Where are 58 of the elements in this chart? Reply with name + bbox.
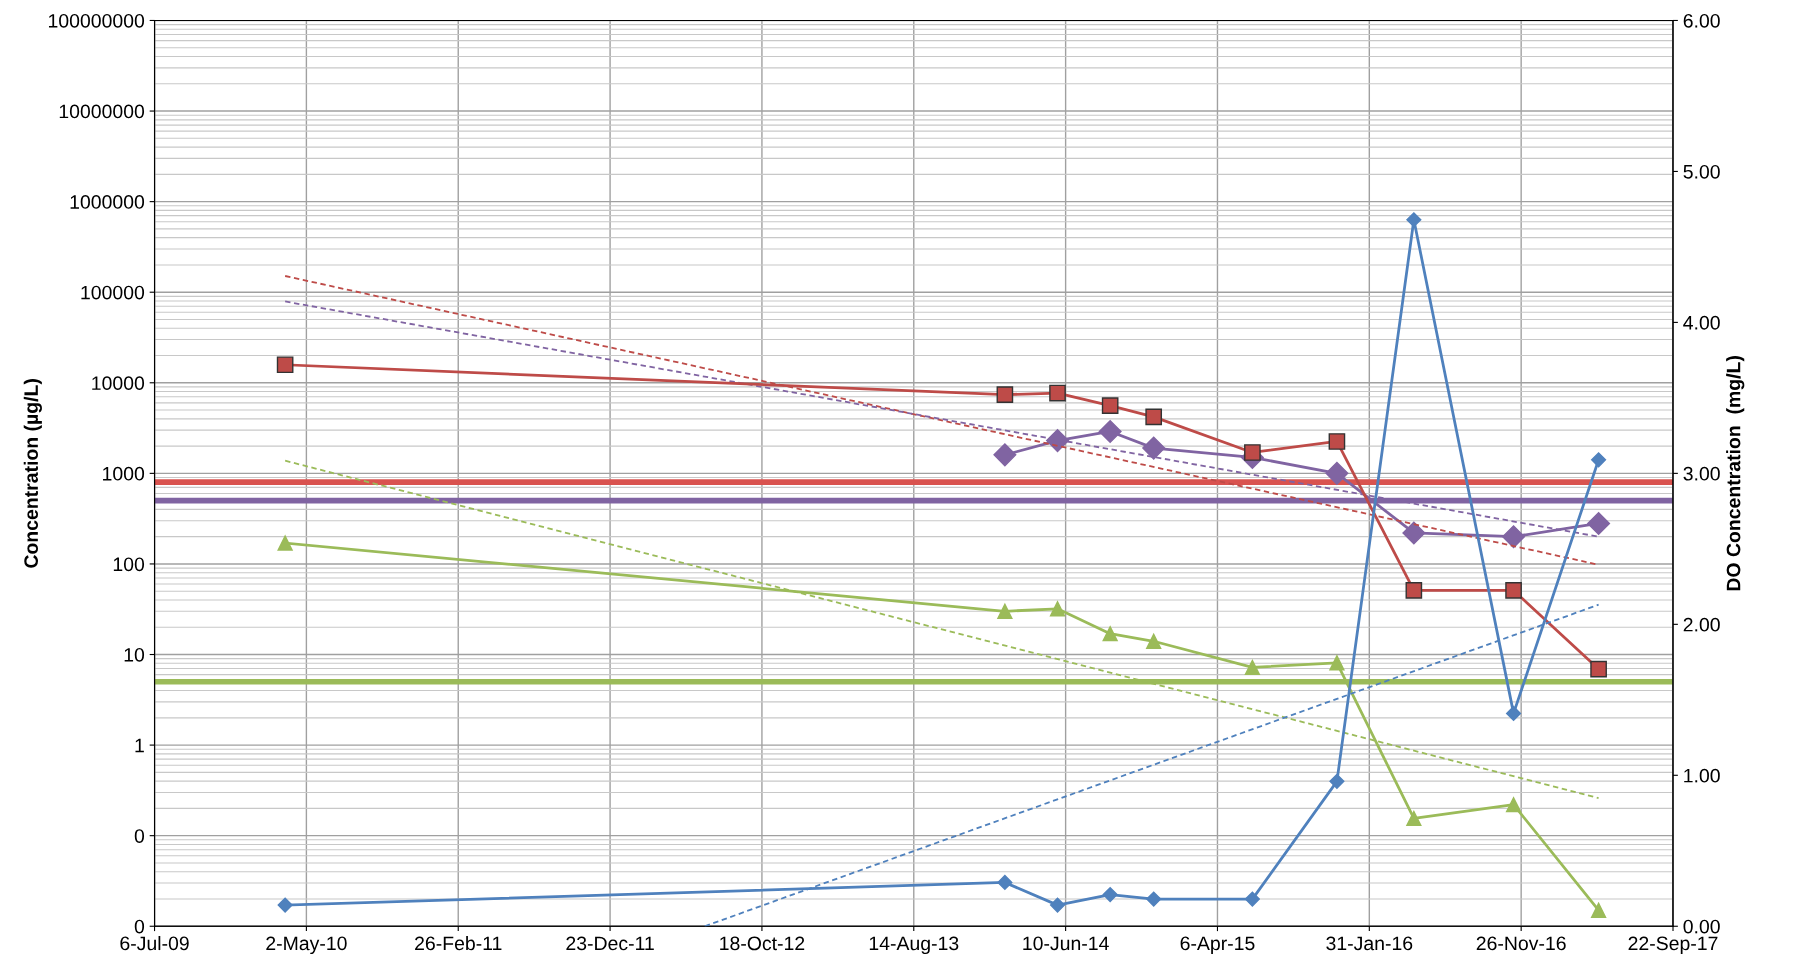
- y-tick-label: 10000: [92, 376, 145, 391]
- point: [1590, 660, 1607, 678]
- point: [1329, 655, 1345, 671]
- point: [996, 386, 1014, 403]
- y-tick-label: 100000: [81, 285, 145, 300]
- point: [1590, 902, 1607, 918]
- y-tick-label: 0: [134, 829, 145, 843]
- x-tick-label: 26-Feb-11: [415, 935, 502, 951]
- y-tick-label: 1000: [103, 466, 145, 481]
- point: [1098, 419, 1122, 443]
- y2-tick-label: 0.00: [1683, 919, 1720, 934]
- y2-tick-label: 2.00: [1683, 617, 1720, 632]
- point: [1244, 444, 1261, 461]
- x-tick-label: 14-Aug-13: [869, 936, 959, 955]
- point: [1049, 384, 1066, 402]
- point: [1145, 408, 1163, 426]
- x-tick-label: 23-Dec-11: [566, 936, 654, 951]
- x-tick-label: 31-Jan-16: [1326, 936, 1413, 951]
- point: [1406, 810, 1422, 827]
- x-tick-label: 10-Jun-14: [1023, 936, 1109, 951]
- point: [1101, 397, 1119, 414]
- x-tick-label: 18-Oct-12: [720, 936, 805, 951]
- point: [1505, 797, 1522, 813]
- point: [1146, 633, 1162, 649]
- point: [1049, 601, 1066, 617]
- point: [1402, 521, 1426, 545]
- y2-tick-label: 3.00: [1683, 466, 1720, 481]
- y-tick-label: 100000000: [48, 13, 145, 28]
- y-tick-label: 10: [124, 647, 145, 662]
- point: [1405, 582, 1423, 599]
- point: [1142, 436, 1166, 460]
- y-axis-title: Concentration (µg/L): [23, 379, 42, 568]
- point: [1102, 626, 1118, 642]
- x-tick-label: 6-Jul-09: [120, 935, 189, 951]
- y-tick-label: 1: [135, 738, 144, 753]
- x-tick-label: 2-May-10: [266, 936, 347, 955]
- y2-tick-label: 5.00: [1683, 164, 1720, 179]
- x-tick-label: 26-Nov-16: [1476, 936, 1566, 951]
- point: [277, 535, 293, 551]
- y-tick-label: 10000000: [59, 104, 145, 119]
- point: [1328, 433, 1346, 450]
- point: [1325, 461, 1349, 485]
- y2-tick-label: 1.00: [1684, 768, 1720, 783]
- y-tick-label: 100: [113, 557, 145, 572]
- point: [1587, 511, 1611, 535]
- y2-axis-title: DO Concentration (mg/L): [1726, 356, 1745, 591]
- point: [1505, 582, 1522, 599]
- point: [993, 443, 1017, 467]
- point: [276, 356, 294, 374]
- y2-tick-label: 6.00: [1683, 13, 1720, 28]
- point: [997, 603, 1013, 619]
- point: [1244, 659, 1261, 676]
- point: [1502, 525, 1526, 549]
- x-tick-label: 6-Apr-15: [1180, 936, 1255, 955]
- y-tick-label: 0: [134, 919, 145, 934]
- y-tick-label: 1000000: [70, 195, 145, 209]
- x-tick-label: 22-Sep-17: [1628, 936, 1718, 955]
- y2-tick-label: 4.00: [1683, 315, 1720, 330]
